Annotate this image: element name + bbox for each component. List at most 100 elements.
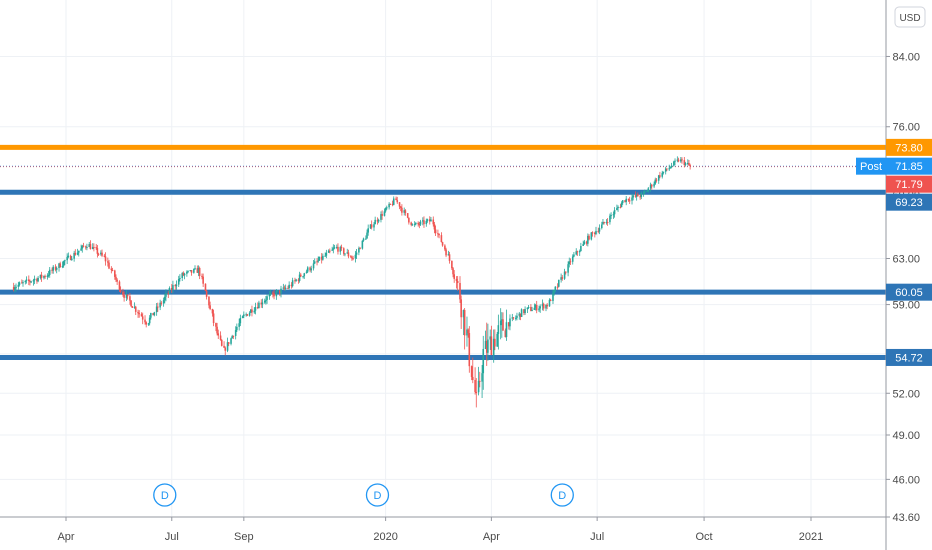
dividend-marker[interactable]: D — [365, 483, 390, 507]
dividend-marker-label: D — [161, 490, 169, 502]
candle-body — [354, 254, 357, 259]
candle-body — [468, 333, 471, 367]
candle-body — [276, 290, 279, 292]
candle-body — [175, 284, 178, 287]
candle-body — [463, 310, 466, 336]
candle-body — [485, 340, 488, 353]
candle-body — [567, 264, 569, 273]
horizontal-levels[interactable] — [0, 144, 886, 360]
candle-body — [433, 224, 436, 230]
candle-body — [374, 219, 376, 225]
candle-body — [21, 282, 23, 284]
candle-body — [545, 304, 547, 309]
candle-body — [603, 221, 605, 223]
candle-body — [258, 302, 260, 309]
candle-body — [444, 245, 446, 250]
candle-body — [297, 279, 300, 281]
candle-body — [395, 198, 397, 201]
candle-body — [107, 261, 109, 263]
candle-body — [290, 284, 293, 287]
candle-body — [625, 198, 628, 202]
level-price-tag-label: 73.80 — [895, 142, 923, 154]
candle-body — [415, 222, 417, 225]
candle-body — [251, 309, 253, 313]
candle-body — [62, 261, 65, 266]
candle-body — [246, 314, 249, 316]
candle-body — [273, 293, 275, 297]
candle-body — [478, 380, 481, 382]
candle-body — [196, 268, 199, 273]
candle-body — [294, 280, 296, 282]
dividend-marker[interactable]: D — [153, 483, 177, 507]
candle-body — [168, 288, 171, 294]
candle-body — [365, 238, 367, 240]
candle-body — [523, 309, 525, 314]
candle-body — [337, 246, 339, 252]
candle-body — [236, 326, 238, 331]
candle-body — [355, 252, 358, 255]
candle-body — [272, 292, 274, 294]
candle-body — [624, 200, 626, 202]
candle-body — [219, 335, 222, 340]
candle-body — [313, 261, 316, 264]
candle-body — [377, 219, 380, 222]
candle-body — [680, 159, 682, 162]
candle-body — [111, 269, 114, 271]
candle-body — [157, 306, 159, 308]
candle-body — [571, 256, 574, 262]
candle-body — [676, 159, 679, 161]
dividend-marker[interactable]: D — [550, 483, 574, 507]
candle-body — [600, 224, 603, 229]
candle-body — [688, 162, 690, 166]
candle-body — [401, 207, 403, 213]
candle-body — [403, 210, 406, 213]
candle-body — [381, 214, 383, 216]
candle-body — [189, 270, 192, 272]
candle-body — [470, 366, 473, 377]
candle-body — [77, 250, 80, 253]
candle-body — [141, 316, 144, 320]
candle-body — [557, 279, 560, 287]
price-tick-label: 63.00 — [892, 253, 920, 265]
candle-body — [504, 330, 507, 338]
candle-body — [44, 276, 46, 278]
price-tick-label: 46.00 — [892, 474, 920, 486]
currency-button[interactable]: USD — [894, 6, 926, 28]
candle-body — [280, 288, 282, 294]
candle-body — [398, 202, 401, 207]
candle-body — [595, 230, 597, 234]
candle-body — [162, 300, 165, 304]
candle-body — [417, 222, 419, 225]
candle-body — [331, 249, 333, 251]
candle-body — [452, 268, 454, 275]
candle-body — [333, 247, 336, 249]
candle-body — [103, 255, 106, 257]
candle-body — [524, 309, 526, 314]
candle-body — [508, 322, 510, 327]
candle-body — [677, 159, 680, 162]
candle-body — [81, 245, 84, 249]
candle-body — [59, 263, 61, 268]
dividend-marker-circle — [153, 483, 177, 507]
candle-body — [418, 224, 421, 226]
candle-body — [674, 160, 676, 162]
candle-body — [54, 266, 57, 270]
candle-body — [369, 224, 372, 229]
candle-body — [569, 261, 572, 263]
candle-body — [609, 215, 611, 223]
candle-body — [646, 191, 648, 193]
candle-body — [239, 317, 242, 324]
candle-body — [153, 312, 156, 316]
price-tick-label: 49.00 — [892, 430, 920, 442]
candle-body — [265, 299, 267, 301]
candle-body — [631, 197, 633, 201]
candle-body — [69, 255, 72, 260]
candle-body — [422, 220, 424, 222]
candle-body — [340, 246, 343, 249]
candle-body — [66, 257, 68, 261]
candle-body — [33, 278, 36, 281]
candle-body — [25, 279, 28, 281]
candle-body — [129, 296, 131, 301]
